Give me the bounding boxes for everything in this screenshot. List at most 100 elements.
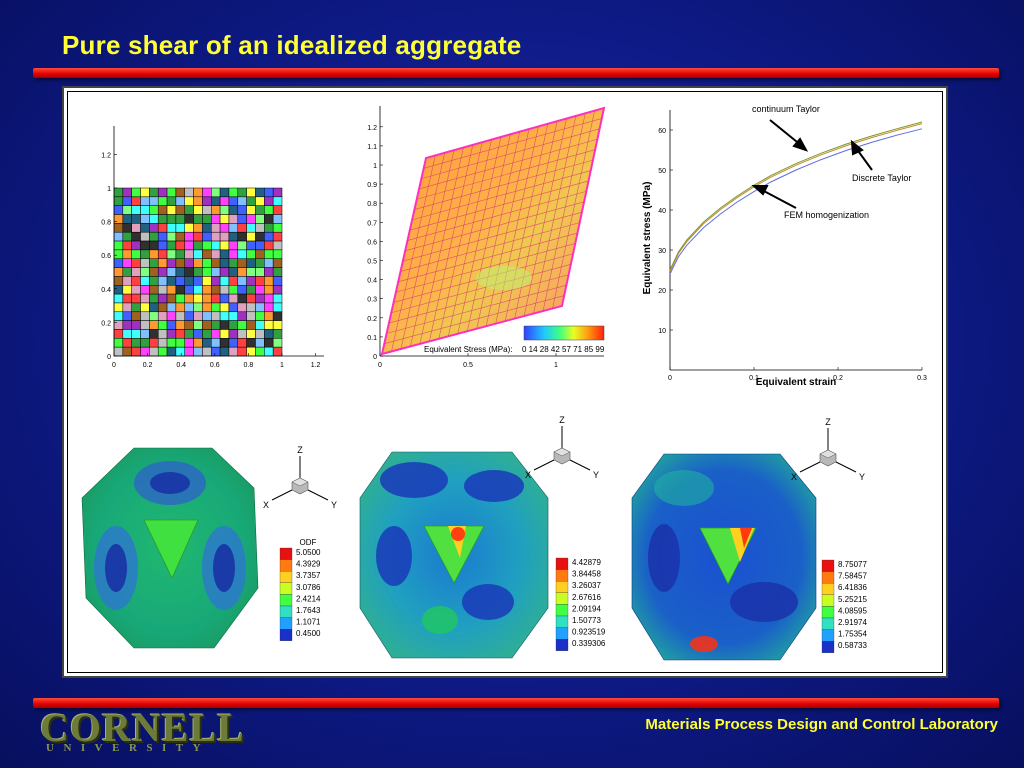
grain-cell [219, 267, 230, 277]
grain-cell [219, 311, 230, 321]
grain-cell [228, 223, 239, 233]
odf-legend-swatch [821, 594, 835, 607]
axes-triad: Z X Y [791, 417, 865, 482]
grain-cell [202, 346, 212, 357]
grain-cell [166, 346, 177, 357]
grain-cell [202, 338, 212, 348]
odf-legend-value: 4.3929 [296, 560, 321, 569]
grain-cell [131, 311, 141, 321]
grain-cell [140, 276, 150, 286]
grain-cell [193, 267, 203, 277]
grain-cell [113, 302, 124, 313]
shear-y-tick-label: 1.2 [367, 125, 377, 132]
grain-cell [237, 276, 247, 286]
grain-cell [246, 285, 256, 295]
shear-y-tick-label: 0.2 [367, 316, 377, 323]
grain-cell [113, 311, 124, 321]
figure-panel: 0 0.2 0.4 0.6 0.8 1 1.2 0 0.2 0.4 0.6 0.8 1 1.2 [62, 86, 948, 678]
odf-legend-swatch [821, 641, 835, 653]
grain-cell [193, 240, 203, 251]
grain-cell [175, 205, 185, 215]
grain-cell [140, 285, 150, 295]
triad-y-label: Y [593, 470, 599, 480]
odf-legend-value: 3.84458 [572, 570, 601, 579]
grain-cell [184, 214, 194, 224]
grain-cell [202, 196, 212, 206]
grain-cell [237, 329, 247, 339]
grid-x-tick-label: 0.2 [143, 362, 153, 369]
grain-cell [202, 240, 212, 251]
grain-cell [246, 231, 256, 242]
odf-legend-value: 2.4214 [296, 594, 321, 603]
grain-cell [175, 240, 185, 251]
grain-cell [237, 320, 247, 330]
grain-cell [193, 338, 203, 348]
grain-cell [202, 214, 212, 224]
grain-cell [122, 302, 132, 313]
grain-cell [122, 267, 132, 277]
grain-cell [157, 205, 168, 215]
chart-y-tick-label: 30 [658, 248, 666, 255]
grain-cell [237, 196, 247, 206]
odf-legend-value: 2.09194 [572, 604, 601, 613]
grain-cell [228, 187, 239, 198]
grain-cell [157, 214, 168, 224]
grain-cell [184, 293, 194, 304]
sphere-2-blob-bottom [462, 584, 514, 620]
chart-series-line [669, 121, 923, 271]
grain-cell [255, 240, 265, 251]
grain-cell [149, 187, 159, 198]
grain-cell [149, 302, 159, 313]
shear-y-tick-label: 1.1 [367, 144, 377, 151]
mesh-line [398, 232, 578, 283]
grain-cell [157, 258, 168, 268]
grain-cell [237, 302, 247, 313]
mesh-line [409, 180, 589, 231]
grain-cell [255, 223, 265, 233]
grain-cell [193, 205, 203, 215]
grain-cell [122, 329, 132, 339]
odf-legend-value: 5.0500 [296, 548, 321, 557]
grain-cell [149, 205, 159, 215]
odf-legend-value: 3.0786 [296, 583, 321, 592]
grain-cell [175, 267, 185, 277]
grain-cell [264, 311, 274, 321]
chart-y-tick-label: 60 [658, 128, 666, 135]
grain-cell [237, 240, 247, 251]
grain-cell [237, 205, 247, 215]
grain-cell [157, 267, 168, 277]
grain-cell [255, 320, 265, 330]
grain-cell [193, 196, 203, 206]
grain-cell [272, 187, 283, 198]
grain-cell [255, 231, 265, 242]
grain-cell [175, 311, 185, 321]
grain-cell [237, 346, 247, 357]
grain-cell [166, 196, 177, 206]
mesh-line [457, 136, 502, 334]
shear-y-tick-label: 0.1 [367, 335, 377, 342]
grain-cell [113, 258, 124, 268]
grain-cell [113, 205, 124, 215]
sphere-2-blob-left [376, 526, 412, 586]
triad-cube-top [291, 477, 309, 487]
grain-cell [113, 267, 124, 277]
grain-cell [140, 311, 150, 321]
grain-cell [113, 231, 124, 242]
grain-cell [131, 205, 141, 215]
grain-cell [131, 231, 141, 242]
shear-y-tick-label: 0.7 [367, 220, 377, 227]
grain-cell [184, 320, 194, 330]
grain-cell [131, 285, 141, 295]
grain-cell [264, 240, 274, 251]
sphere-1-blob-top-core [150, 472, 190, 494]
grain-cell [166, 214, 177, 224]
grain-cell [237, 311, 247, 321]
grain-cell [140, 240, 150, 251]
grain-cell [211, 285, 221, 295]
shear-x-tick-label: 0 [378, 362, 382, 369]
odf-legend-value: 0.339306 [572, 639, 606, 648]
grain-cell [272, 231, 283, 242]
grid-y-tick-label: 1 [107, 186, 111, 193]
grain-grid-plot: 0 0.2 0.4 0.6 0.8 1 1.2 0 0.2 0.4 0.6 0.8 1 1.2 [101, 126, 324, 369]
grain-cell [246, 258, 256, 268]
